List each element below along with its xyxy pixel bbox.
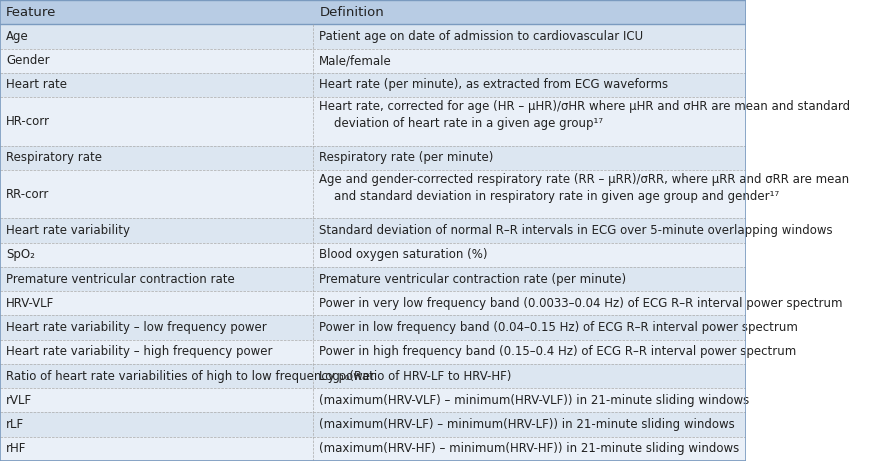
Bar [0, 413, 746, 437]
Text: HRV-VLF: HRV-VLF [6, 297, 54, 310]
Bar [0, 48, 746, 73]
Bar [0, 291, 746, 315]
Text: Premature ventricular contraction rate: Premature ventricular contraction rate [6, 272, 235, 285]
Text: Male/female: Male/female [319, 54, 392, 67]
Bar [0, 97, 746, 146]
Text: Power in very low frequency band (0.0033–0.04 Hz) of ECG R–R interval power spec: Power in very low frequency band (0.0033… [319, 297, 843, 310]
Bar [0, 388, 746, 413]
Text: Heart rate (per minute), as extracted from ECG waveforms: Heart rate (per minute), as extracted fr… [319, 78, 668, 91]
Bar [0, 24, 746, 48]
Text: Premature ventricular contraction rate (per minute): Premature ventricular contraction rate (… [319, 272, 627, 285]
Text: Definition: Definition [319, 6, 384, 18]
Bar [0, 146, 746, 170]
Text: Standard deviation of normal R–R intervals in ECG over 5-minute overlapping wind: Standard deviation of normal R–R interva… [319, 224, 833, 237]
Text: RR-corr: RR-corr [6, 188, 50, 201]
Text: rHF: rHF [6, 443, 27, 455]
Text: Respiratory rate (per minute): Respiratory rate (per minute) [319, 151, 494, 164]
Bar [0, 242, 746, 267]
Text: Heart rate variability – high frequency power: Heart rate variability – high frequency … [6, 345, 273, 358]
Text: Log₁₀(Ratio of HRV-LF to HRV-HF): Log₁₀(Ratio of HRV-LF to HRV-HF) [319, 370, 512, 383]
Text: Respiratory rate: Respiratory rate [6, 151, 102, 164]
Text: SpO₂: SpO₂ [6, 248, 35, 261]
Bar [0, 364, 746, 388]
Bar [0, 267, 746, 291]
Bar [0, 437, 746, 461]
Text: Heart rate: Heart rate [6, 78, 67, 91]
Text: rLF: rLF [6, 418, 24, 431]
Text: (maximum(HRV-HF) – minimum(HRV-HF)) in 21-minute sliding windows: (maximum(HRV-HF) – minimum(HRV-HF)) in 2… [319, 443, 740, 455]
Text: Blood oxygen saturation (%): Blood oxygen saturation (%) [319, 248, 488, 261]
Bar [0, 340, 746, 364]
Bar [0, 315, 746, 340]
Text: Gender: Gender [6, 54, 50, 67]
Text: (maximum(HRV-LF) – minimum(HRV-LF)) in 21-minute sliding windows: (maximum(HRV-LF) – minimum(HRV-LF)) in 2… [319, 418, 735, 431]
Text: Power in low frequency band (0.04–0.15 Hz) of ECG R–R interval power spectrum: Power in low frequency band (0.04–0.15 H… [319, 321, 798, 334]
Text: Heart rate variability: Heart rate variability [6, 224, 130, 237]
Text: Power in high frequency band (0.15–0.4 Hz) of ECG R–R interval power spectrum: Power in high frequency band (0.15–0.4 H… [319, 345, 796, 358]
Text: Ratio of heart rate variabilities of high to low frequency power: Ratio of heart rate variabilities of hig… [6, 370, 375, 383]
Text: HR-corr: HR-corr [6, 115, 50, 128]
Text: Heart rate variability – low frequency power: Heart rate variability – low frequency p… [6, 321, 266, 334]
Bar [0, 170, 746, 219]
Bar [0, 0, 746, 24]
Bar [0, 73, 746, 97]
Text: Patient age on date of admission to cardiovascular ICU: Patient age on date of admission to card… [319, 30, 643, 43]
Text: (maximum(HRV-VLF) – minimum(HRV-VLF)) in 21-minute sliding windows: (maximum(HRV-VLF) – minimum(HRV-VLF)) in… [319, 394, 750, 407]
Text: Feature: Feature [6, 6, 57, 18]
Text: Heart rate, corrected for age (HR – μHR)/σHR where μHR and σHR are mean and stan: Heart rate, corrected for age (HR – μHR)… [319, 100, 850, 130]
Text: Age and gender-corrected respiratory rate (RR – μRR)/σRR, where μRR and σRR are : Age and gender-corrected respiratory rat… [319, 173, 850, 203]
Text: rVLF: rVLF [6, 394, 32, 407]
Bar [0, 219, 746, 242]
Text: Age: Age [6, 30, 28, 43]
